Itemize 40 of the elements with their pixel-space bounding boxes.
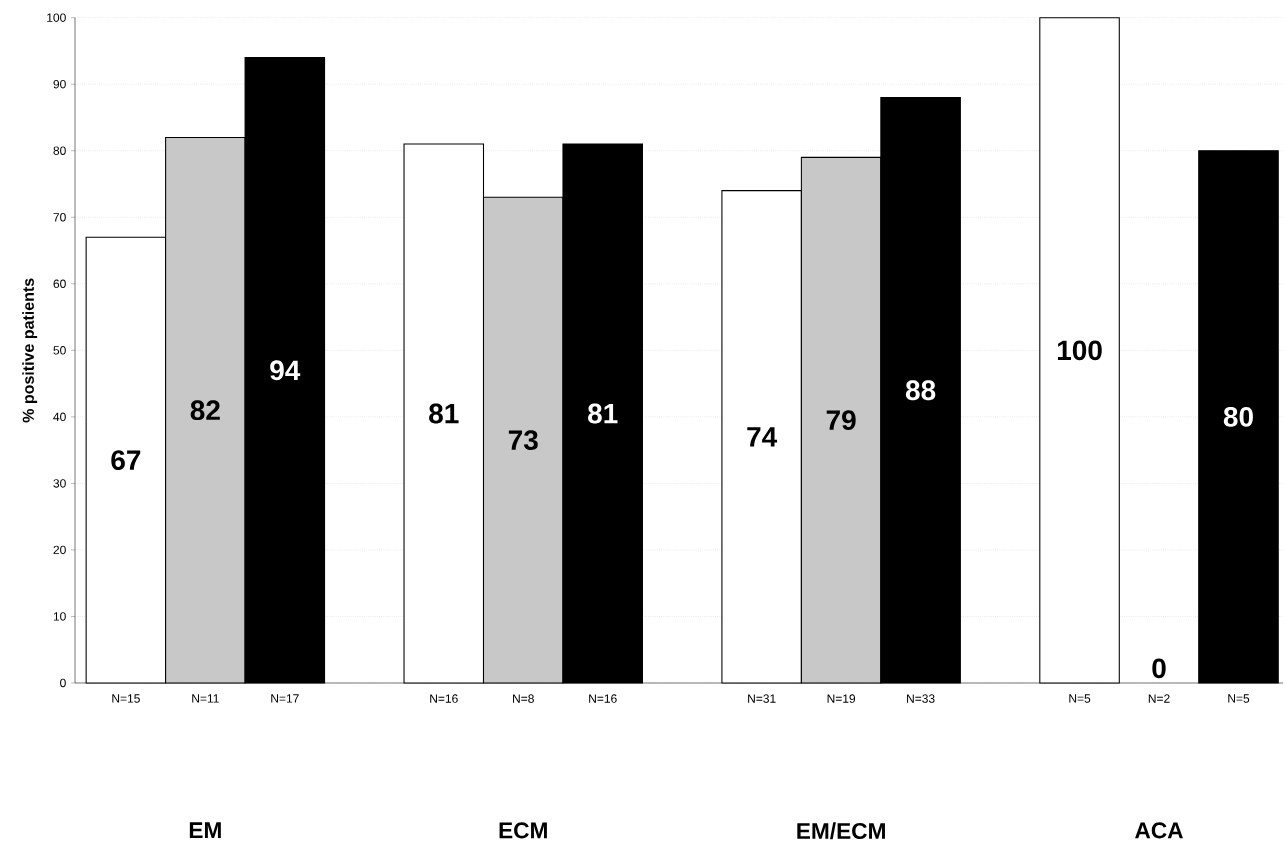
- data-label: 79: [826, 410, 856, 431]
- text: N=31: [748, 694, 776, 703]
- text: N=2: [1148, 694, 1170, 703]
- data-label: 100: [1057, 340, 1102, 361]
- data-label: 80: [1223, 406, 1253, 427]
- data-label: 82: [190, 400, 220, 421]
- x-tick-label: ACA: [1135, 822, 1183, 839]
- text: N=16: [430, 694, 458, 703]
- data-label: 94: [270, 360, 301, 381]
- data-label: 88: [905, 380, 936, 401]
- x-tick-label: EM/ECM: [797, 822, 885, 840]
- text: N=17: [271, 694, 299, 703]
- y-tick-label: 100: [47, 13, 66, 22]
- y-tick-label: 60: [53, 279, 66, 289]
- data-label: 0: [1152, 658, 1166, 679]
- data-label: 67: [111, 450, 141, 471]
- y-tick-label: 30: [53, 479, 66, 488]
- y-tick-label: 10: [53, 612, 66, 621]
- text: N=5: [1069, 694, 1091, 703]
- text: N=16: [589, 694, 617, 703]
- y-tick-label: 20: [53, 545, 66, 555]
- data-label: 81: [429, 403, 459, 424]
- x-tick-label: ECM: [499, 822, 547, 839]
- y-tick-label: 90: [53, 79, 66, 89]
- y-tick-label: 80: [53, 146, 66, 155]
- y-tick-label: 50: [53, 346, 66, 355]
- text: N=33: [907, 694, 935, 703]
- y-tick-label: 0: [60, 678, 66, 688]
- text: N=19: [827, 694, 856, 703]
- text: N=15: [112, 694, 140, 703]
- text: N=5: [1228, 694, 1250, 703]
- text: N=8: [513, 694, 534, 703]
- y-axis-title: % positive patients: [22, 278, 38, 423]
- data-label: 73: [508, 430, 538, 451]
- data-label: 81: [588, 403, 618, 424]
- text: N=11: [192, 694, 219, 703]
- y-tick-label: 70: [53, 213, 66, 222]
- x-tick-label: EM: [189, 822, 221, 838]
- data-label: 74: [747, 427, 778, 447]
- y-tick-label: 40: [53, 412, 66, 422]
